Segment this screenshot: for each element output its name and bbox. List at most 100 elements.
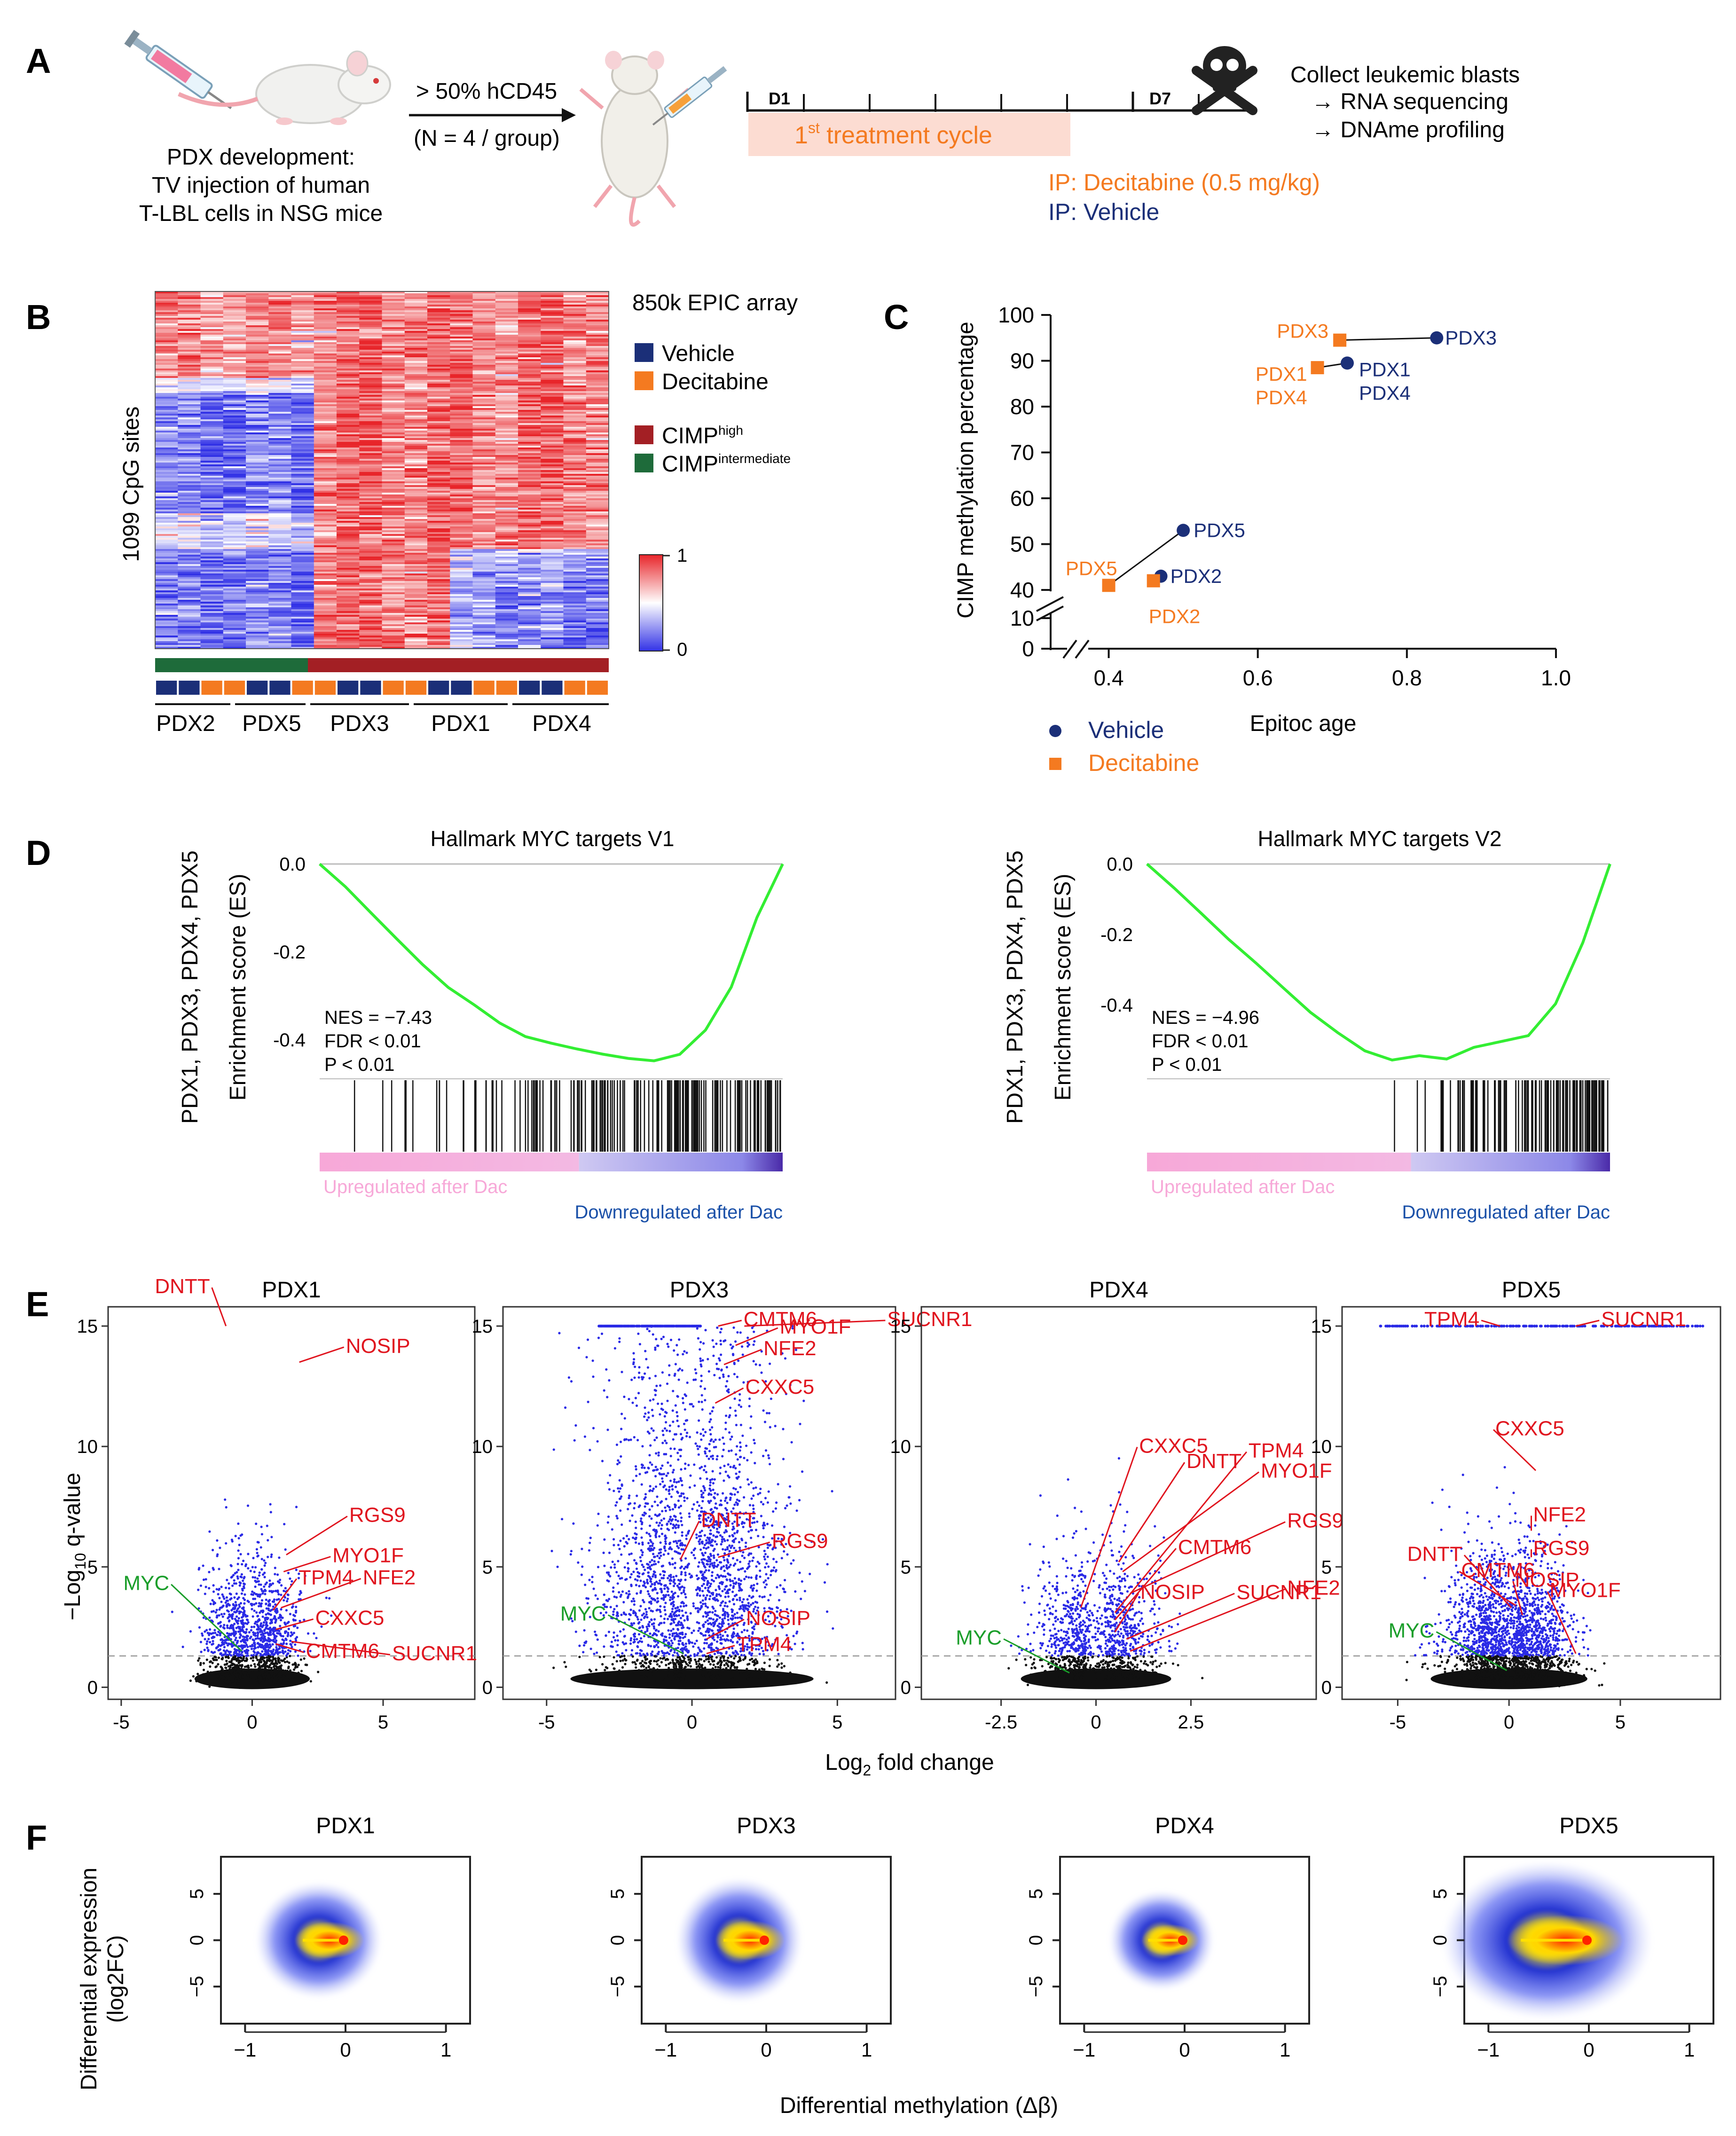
heatmap-cell — [223, 448, 246, 450]
heatmap-cell — [337, 470, 360, 472]
heatmap-cell — [563, 532, 587, 534]
heatmap-cell — [541, 476, 564, 478]
heatmap-cell — [359, 508, 383, 510]
heatmap-cell — [518, 617, 541, 619]
heatmap-cell — [404, 639, 428, 642]
heatmap-cell — [155, 513, 178, 516]
heatmap-cell — [495, 468, 518, 471]
heatmap-cell — [450, 523, 473, 525]
heatmap-cell — [200, 434, 224, 437]
heatmap-cell — [518, 348, 541, 350]
heatmap-cell — [200, 444, 224, 446]
heatmap-cell — [314, 534, 337, 536]
heatmap-cell — [178, 596, 201, 598]
heatmap-cell — [359, 579, 383, 581]
heatmap-cell — [586, 526, 609, 529]
e-point — [212, 1678, 214, 1681]
heatmap-cell — [268, 370, 292, 373]
heatmap-cell — [563, 385, 587, 388]
heatmap-cell — [472, 622, 496, 625]
e-point — [257, 1554, 259, 1557]
heatmap-cell — [178, 417, 201, 420]
heatmap-cell — [337, 636, 360, 638]
heatmap-cell — [541, 517, 564, 519]
heatmap-cell — [518, 344, 541, 346]
heatmap-cell — [246, 474, 269, 476]
heatmap-cell — [404, 318, 428, 320]
heatmap-cell — [359, 543, 383, 546]
heatmap-cell — [427, 583, 450, 585]
heatmap-cell — [200, 549, 224, 551]
heatmap-cell — [586, 489, 609, 491]
heatmap-cell — [586, 596, 609, 598]
e-point — [287, 1571, 290, 1574]
heatmap-cell — [382, 628, 405, 630]
heatmap-cell — [382, 446, 405, 448]
heatmap-cell — [337, 451, 360, 454]
heatmap-cell — [200, 622, 224, 625]
heatmap-cell — [246, 380, 269, 382]
heatmap-cell — [541, 589, 564, 591]
heatmap-cell — [291, 340, 314, 343]
heatmap-cell — [178, 525, 201, 527]
e-point — [199, 1584, 202, 1587]
heatmap-cell — [427, 498, 450, 501]
heatmap-cell — [472, 545, 496, 548]
heatmap-cell — [178, 419, 201, 422]
heatmap-cell — [427, 495, 450, 497]
heatmap-cell — [314, 416, 337, 418]
heatmap-cell — [268, 637, 292, 640]
heatmap-cell — [472, 357, 496, 360]
heatmap-cell — [314, 579, 337, 581]
heatmap-cell — [382, 444, 405, 446]
heatmap-cell — [268, 363, 292, 365]
e-point — [206, 1646, 209, 1649]
heatmap-cell — [359, 617, 383, 619]
heatmap-cell — [359, 464, 383, 467]
heatmap-cell — [404, 589, 428, 591]
heatmap-cell — [178, 389, 201, 392]
heatmap-cell — [178, 464, 201, 467]
heatmap-cell — [359, 553, 383, 555]
heatmap-cell — [450, 489, 473, 491]
heatmap-cell — [472, 523, 496, 525]
heatmap-cell — [495, 590, 518, 593]
heatmap-cell — [155, 384, 178, 386]
heatmap-cell — [382, 525, 405, 527]
heatmap-cell — [359, 517, 383, 519]
e-point — [250, 1648, 253, 1650]
heatmap-cell — [359, 297, 383, 299]
heatmap-cell — [427, 293, 450, 296]
heatmap-cell — [223, 442, 246, 444]
heatmap-cell — [495, 412, 518, 414]
panel-label-b: B — [26, 298, 51, 337]
heatmap-cell — [495, 624, 518, 627]
heatmap-cell — [337, 639, 360, 642]
heatmap-cell — [472, 530, 496, 533]
heatmap-cell — [291, 613, 314, 615]
heatmap-cell — [291, 592, 314, 595]
heatmap-cell — [155, 478, 178, 480]
heatmap-cell — [155, 303, 178, 305]
c-ylabel: CIMP methylation percentage — [953, 322, 978, 618]
heatmap-cell — [382, 560, 405, 563]
heatmap-cell — [268, 367, 292, 369]
heatmap-cell — [518, 496, 541, 499]
heatmap-cell — [541, 417, 564, 420]
heatmap-cell — [223, 500, 246, 503]
e-point — [201, 1632, 204, 1635]
e-point — [219, 1547, 221, 1549]
heatmap-cell — [291, 414, 314, 416]
heatmap-cell — [155, 314, 178, 316]
heatmap-cell — [178, 562, 201, 565]
heatmap-cell — [337, 389, 360, 392]
heatmap-cell — [223, 504, 246, 506]
heatmap-cell — [291, 632, 314, 634]
heatmap-cell — [268, 579, 292, 581]
heatmap-cell — [586, 385, 609, 388]
e-point — [295, 1605, 298, 1609]
heatmap-cell — [246, 446, 269, 448]
heatmap-cell — [541, 557, 564, 559]
heatmap-cell — [472, 583, 496, 585]
e-plot-frame — [107, 1306, 476, 1700]
